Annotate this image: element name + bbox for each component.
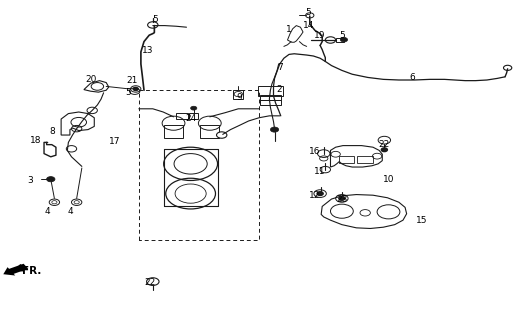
Text: 12: 12 xyxy=(309,191,321,200)
Bar xyxy=(260,95,281,100)
Bar xyxy=(176,113,188,119)
Bar xyxy=(233,90,243,99)
Text: 5: 5 xyxy=(339,31,345,40)
Text: 23: 23 xyxy=(336,195,348,204)
Text: 2: 2 xyxy=(276,85,281,94)
Circle shape xyxy=(340,37,348,42)
Bar xyxy=(336,38,344,42)
Circle shape xyxy=(47,177,55,182)
Text: 3: 3 xyxy=(27,176,33,185)
Circle shape xyxy=(133,87,138,91)
Text: 19: 19 xyxy=(314,31,326,40)
Bar xyxy=(189,113,198,119)
Text: 7: 7 xyxy=(277,63,283,72)
Circle shape xyxy=(503,65,512,70)
Text: 18: 18 xyxy=(30,136,41,145)
Text: 10: 10 xyxy=(383,175,394,184)
Text: 16: 16 xyxy=(309,147,321,156)
Text: 4: 4 xyxy=(67,207,73,216)
Text: 5: 5 xyxy=(125,88,132,97)
Circle shape xyxy=(325,37,336,43)
Bar xyxy=(164,125,183,138)
Bar xyxy=(357,156,373,163)
Text: 13: 13 xyxy=(142,46,153,55)
Text: 21: 21 xyxy=(126,76,138,85)
Text: 1: 1 xyxy=(286,25,292,34)
Bar xyxy=(258,86,283,96)
Bar xyxy=(200,125,219,138)
Bar xyxy=(260,100,281,105)
Text: 15: 15 xyxy=(416,216,428,225)
Text: 22: 22 xyxy=(145,278,156,287)
Text: 5: 5 xyxy=(152,15,159,24)
Text: 4: 4 xyxy=(45,207,50,216)
Circle shape xyxy=(381,148,387,152)
Text: 14: 14 xyxy=(303,21,314,30)
Text: 11: 11 xyxy=(314,167,325,176)
Text: 17: 17 xyxy=(109,137,121,146)
Circle shape xyxy=(191,106,197,110)
Text: 5: 5 xyxy=(305,8,311,17)
Text: 24: 24 xyxy=(185,114,196,123)
Text: 9: 9 xyxy=(236,93,242,102)
Circle shape xyxy=(317,192,323,196)
Circle shape xyxy=(339,196,345,200)
Circle shape xyxy=(270,127,279,132)
Text: 22: 22 xyxy=(379,140,390,149)
Text: 8: 8 xyxy=(49,127,55,136)
Text: 6: 6 xyxy=(409,73,415,82)
Text: FR.: FR. xyxy=(22,266,42,276)
Text: 20: 20 xyxy=(85,76,96,84)
FancyArrow shape xyxy=(3,264,28,276)
Circle shape xyxy=(217,132,227,138)
Bar xyxy=(339,156,354,163)
